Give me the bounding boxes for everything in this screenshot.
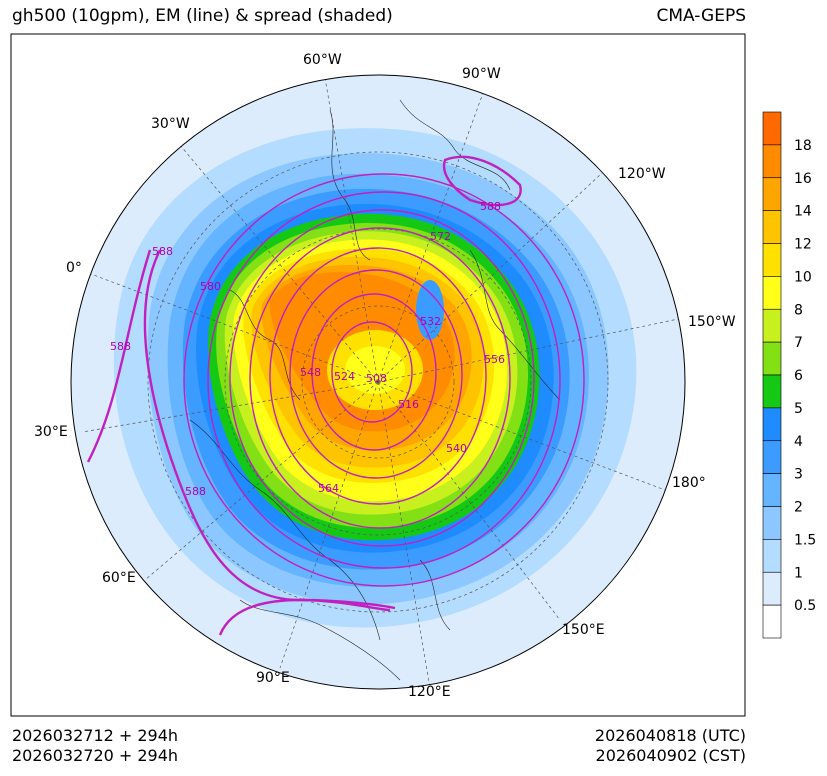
contour-labels: 588 572 580 588 532 556 548 524 508 516 …: [110, 200, 505, 498]
contour-label: 516: [398, 398, 419, 411]
colorbar-swatch: [762, 571, 782, 606]
colorbar-swatch: [762, 506, 782, 540]
colorbar-swatch: [762, 604, 782, 639]
colorbar-swatch: [762, 374, 782, 409]
lon-label: 90°E: [256, 670, 290, 686]
colorbar-label: 8: [794, 302, 803, 318]
lon-label: 150°E: [562, 622, 605, 638]
colorbar-swatch: [762, 276, 782, 310]
lon-label: 60°W: [303, 52, 342, 68]
colorbar-swatch: [762, 144, 782, 179]
contour-label: 524: [334, 370, 355, 383]
lon-label: 90°W: [462, 66, 501, 82]
colorbar-label: 10: [794, 269, 812, 285]
colorbar-label: 16: [794, 171, 812, 187]
model-name: CMA-GEPS: [656, 6, 746, 26]
contour-label: 588: [480, 200, 501, 213]
colorbar-swatch: [762, 539, 782, 573]
init-utc: 2026032712 + 294h: [12, 726, 179, 745]
lon-label: 0°: [66, 260, 82, 276]
colorbar-label: 1.5: [794, 532, 816, 548]
colorbar-swatch: [762, 440, 782, 474]
colorbar-label: 18: [794, 138, 812, 154]
contour-label: 564: [318, 482, 339, 495]
contour-label: 548: [300, 366, 321, 379]
contour-label: 572: [430, 230, 451, 243]
colorbar-label: 7: [794, 335, 803, 351]
coastlines: [189, 99, 561, 681]
lon-label: 120°W: [618, 166, 666, 182]
lon-label: 120°E: [408, 684, 451, 700]
colorbar-label: 0.5: [794, 598, 816, 614]
lon-label: 180°: [672, 475, 706, 491]
lon-label: 30°W: [151, 116, 190, 132]
lon-label: 60°E: [102, 570, 136, 586]
contour-label: 580: [200, 280, 221, 293]
lon-label: 30°E: [34, 424, 68, 440]
colorbar-label: 6: [794, 368, 803, 384]
colorbar-label: 14: [794, 204, 812, 220]
init-time: 2026032712 + 294h 2026032720 + 294h: [12, 726, 178, 766]
map-disc-outline: [70, 74, 686, 690]
colorbar-swatch: [762, 177, 782, 211]
colorbar: 18 16 14 12 10 8 7 6 5 4 3 2 1.5 1 0.5: [762, 111, 816, 639]
colorbar-swatch: [762, 243, 782, 277]
valid-cst: 2026040902 (CST): [595, 746, 746, 765]
plot-frame: [10, 33, 746, 717]
contour-label: 540: [446, 442, 467, 455]
colorbar-label: 3: [794, 467, 803, 483]
contour-label: 588: [185, 485, 206, 498]
mean-contours: [86, 155, 585, 636]
figure-title: gh500 (10gpm), EM (line) & spread (shade…: [12, 6, 393, 26]
colorbar-swatch: [762, 341, 782, 376]
colorbar-swatch: [762, 308, 782, 343]
colorbar-swatch: [762, 473, 782, 507]
colorbar-label: 4: [794, 434, 803, 450]
contour-label: 532: [420, 315, 441, 328]
contour-label: 556: [484, 353, 505, 366]
colorbar-swatch: [762, 210, 782, 244]
contour-label: 508: [366, 372, 387, 385]
lon-label: 150°W: [688, 314, 736, 330]
contour-label: 588: [152, 245, 173, 258]
longitude-labels: 60°W 90°W 30°W 120°W 0° 150°W 30°E 180° …: [34, 52, 736, 700]
colorbar-label: 5: [794, 401, 803, 417]
colorbar-label: 1: [794, 565, 803, 581]
colorbar-label: 12: [794, 237, 812, 253]
init-cst: 2026032720 + 294h: [12, 746, 179, 765]
contour-label: 588: [110, 340, 131, 353]
colorbar-label: 2: [794, 500, 803, 516]
colorbar-swatch: [762, 407, 782, 442]
valid-utc: 2026040818 (UTC): [594, 726, 746, 745]
colorbar-swatch: [762, 111, 782, 146]
valid-time: 2026040818 (UTC) 2026040902 (CST): [595, 726, 746, 766]
